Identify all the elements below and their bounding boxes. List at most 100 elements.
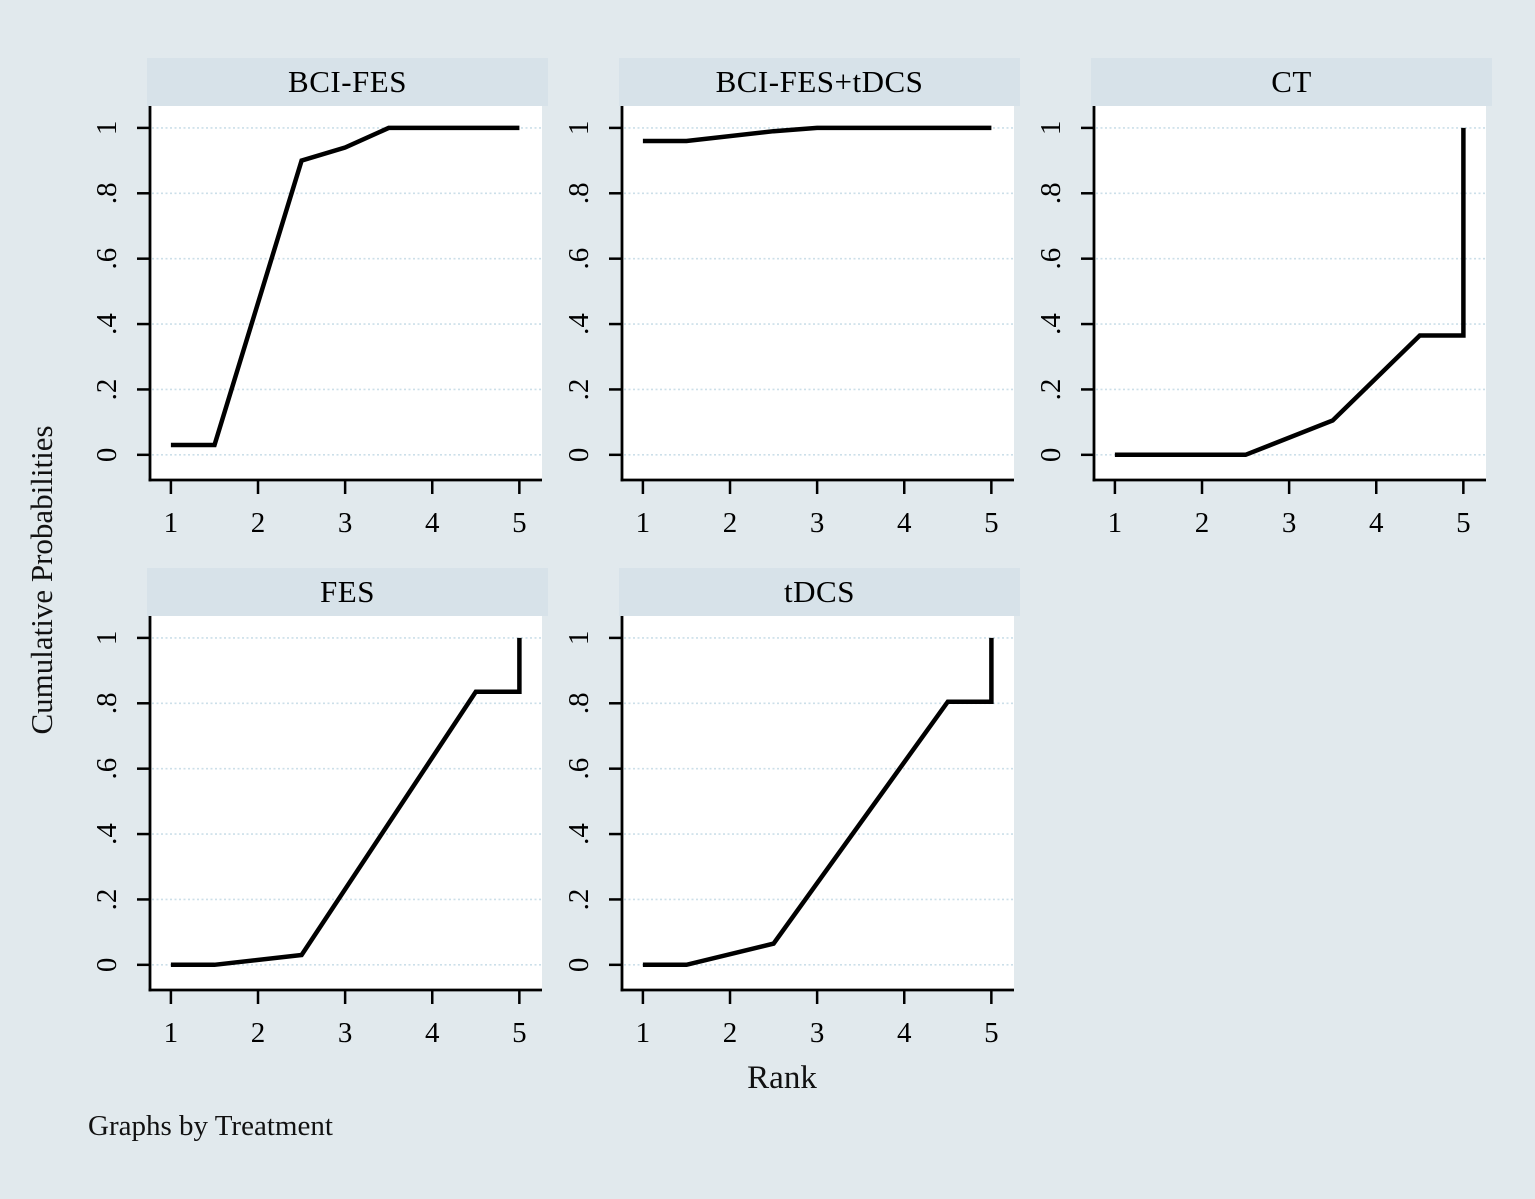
- y-tick-labels: 0 .2 .4 .6 .8 1: [1035, 121, 1094, 462]
- plot-svg-ct: 0 .2 .4 .6 .8 1 1 2 3 4 5: [1035, 106, 1486, 539]
- panel-title-band: tDCS: [619, 568, 1020, 616]
- y-tick-labels: 0 .2 .4 .6 .8 1: [563, 631, 622, 972]
- y-tick-label: .6: [1035, 248, 1067, 270]
- y-tick-label: 1: [91, 121, 123, 135]
- panel-ct: CT 0 .2 .4 .6 .8 1 1 2 3 4 5: [1031, 58, 1494, 568]
- panel-title-band: BCI-FES: [147, 58, 548, 106]
- y-tick-label: .2: [91, 379, 123, 401]
- cumulative-probability-line: [642, 125, 992, 144]
- x-tick-label: 3: [810, 1017, 825, 1049]
- panel-fes: FES 0 .2 .4 .6 .8 1 1 2 3 4 5: [87, 568, 550, 1078]
- y-tick-label: 0: [1035, 448, 1067, 463]
- cumulative-probability-line: [170, 125, 520, 448]
- y-tick-label: .4: [563, 823, 595, 845]
- plot-svg-fes: 0 .2 .4 .6 .8 1 1 2 3 4 5: [91, 616, 542, 1049]
- x-tick-label: 2: [723, 1017, 738, 1049]
- y-tick-label: .6: [563, 248, 595, 270]
- y-tick-label: .6: [91, 248, 123, 270]
- y-tick-label: .4: [91, 313, 123, 335]
- x-tick-labels: 1 2 3 4 5: [636, 990, 999, 1049]
- y-tick-label: 0: [563, 448, 595, 463]
- cumulative-probability-line: [170, 637, 522, 968]
- x-tick-label: 5: [984, 507, 999, 539]
- gridlines: [152, 127, 542, 456]
- panel-title: FES: [320, 574, 375, 609]
- panel-bci-fes-tdcs: BCI-FES+tDCS 0 .2 .4 .6 .8 1 1 2 3 4 5: [559, 58, 1022, 568]
- y-tick-label: .8: [91, 182, 123, 204]
- y-tick-label: .6: [91, 758, 123, 780]
- x-tick-label: 1: [164, 507, 179, 539]
- x-tick-label: 1: [1108, 507, 1123, 539]
- y-tick-labels: 0 .2 .4 .6 .8 1: [563, 121, 622, 462]
- x-tick-label: 3: [338, 507, 353, 539]
- gridlines: [624, 127, 1014, 456]
- panel-title-band: CT: [1091, 58, 1492, 106]
- x-tick-label: 2: [723, 507, 738, 539]
- y-tick-label: .8: [563, 692, 595, 714]
- x-tick-label: 1: [164, 1017, 179, 1049]
- panel-title: BCI-FES+tDCS: [715, 64, 924, 99]
- y-tick-label: 0: [91, 958, 123, 973]
- x-tick-label: 1: [636, 1017, 651, 1049]
- x-tick-label: 2: [1195, 507, 1210, 539]
- plot-area: [150, 106, 542, 480]
- plot-area: [1094, 106, 1486, 480]
- x-tick-label: 4: [897, 1017, 912, 1049]
- panel-title-band: BCI-FES+tDCS: [619, 58, 1020, 106]
- x-tick-label: 3: [810, 507, 825, 539]
- figure-caption: Graphs by Treatment: [88, 1110, 333, 1142]
- y-tick-label: 0: [563, 958, 595, 973]
- y-tick-label: .6: [563, 758, 595, 780]
- panel-bci-fes: BCI-FES 0 .2 .4 .6 .8 1 1 2 3 4 5: [87, 58, 550, 568]
- x-tick-label: 3: [338, 1017, 353, 1049]
- plot-svg-bci-fes-tdcs: 0 .2 .4 .6 .8 1 1 2 3 4 5: [563, 106, 1014, 539]
- x-tick-labels: 1 2 3 4 5: [636, 480, 999, 539]
- x-tick-labels: 1 2 3 4 5: [164, 990, 527, 1049]
- y-tick-label: .2: [563, 889, 595, 911]
- cumulative-probability-line: [1114, 127, 1466, 458]
- y-tick-label: 0: [91, 448, 123, 463]
- cumulative-probability-line: [642, 637, 994, 968]
- y-tick-label: .4: [91, 823, 123, 845]
- x-tick-label: 4: [897, 507, 912, 539]
- panel-title: BCI-FES: [288, 64, 407, 99]
- y-tick-label: .8: [1035, 182, 1067, 204]
- panel-title-band: FES: [147, 568, 548, 616]
- x-tick-label: 5: [512, 1017, 527, 1049]
- y-tick-label: .2: [1035, 379, 1067, 401]
- x-tick-label: 5: [1456, 507, 1471, 539]
- x-tick-label: 4: [425, 507, 440, 539]
- x-tick-label: 2: [251, 1017, 265, 1049]
- y-tick-label: 1: [1035, 121, 1067, 135]
- x-tick-labels: 1 2 3 4 5: [1108, 480, 1471, 539]
- plot-svg-bci-fes: 0 .2 .4 .6 .8 1 1 2 3 4 5: [91, 106, 542, 539]
- x-tick-label: 5: [984, 1017, 999, 1049]
- plot-svg-tdcs: 0 .2 .4 .6 .8 1 1 2 3 4 5: [563, 616, 1014, 1049]
- y-tick-label: .2: [91, 889, 123, 911]
- x-tick-label: 4: [425, 1017, 440, 1049]
- panel-title: tDCS: [784, 574, 855, 609]
- x-tick-label: 3: [1282, 507, 1297, 539]
- plot-area: [622, 106, 1014, 480]
- y-tick-label: .8: [563, 182, 595, 204]
- y-tick-label: .2: [563, 379, 595, 401]
- y-tick-labels: 0 .2 .4 .6 .8 1: [91, 631, 150, 972]
- panel-title: CT: [1271, 64, 1312, 99]
- panel-tdcs: tDCS 0 .2 .4 .6 .8 1 1 2 3 4 5: [559, 568, 1022, 1078]
- y-tick-label: .4: [563, 313, 595, 335]
- x-tick-label: 5: [512, 507, 527, 539]
- x-tick-label: 1: [636, 507, 651, 539]
- gridlines: [624, 637, 1014, 966]
- plot-area: [622, 616, 1014, 990]
- y-tick-label: 1: [91, 631, 123, 646]
- y-tick-label: .8: [91, 692, 123, 714]
- y-tick-labels: 0 .2 .4 .6 .8 1: [91, 121, 150, 462]
- plot-area: [150, 616, 542, 990]
- x-tick-label: 2: [251, 507, 265, 539]
- y-tick-label: .4: [1035, 313, 1067, 335]
- x-tick-label: 4: [1369, 507, 1384, 539]
- y-tick-label: 1: [563, 631, 595, 646]
- x-tick-labels: 1 2 3 4 5: [164, 480, 527, 539]
- y-tick-label: 1: [563, 121, 595, 135]
